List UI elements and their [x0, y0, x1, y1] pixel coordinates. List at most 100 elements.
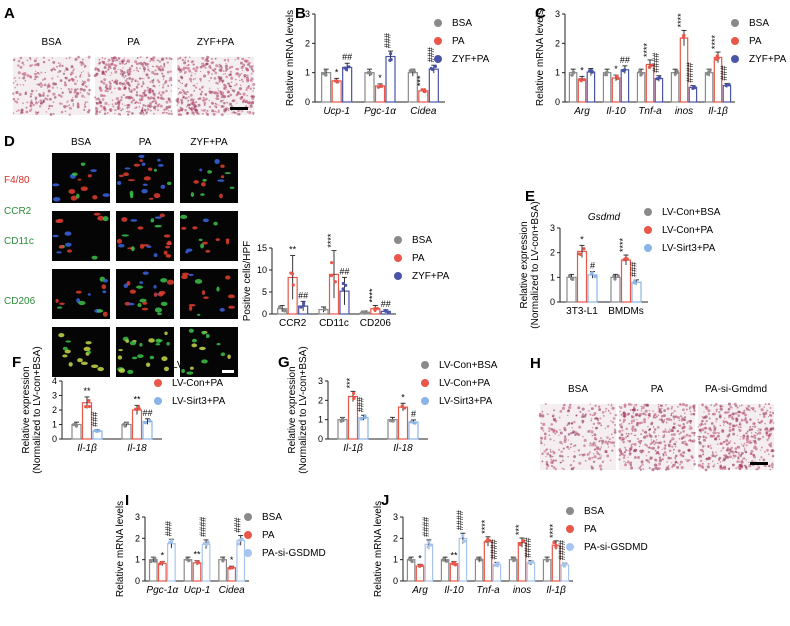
stained-dot	[688, 459, 691, 461]
stained-dot	[541, 414, 545, 418]
stained-dot	[683, 418, 686, 422]
stained-dot	[123, 86, 127, 90]
stained-dot	[657, 414, 660, 416]
x-tick-label: 3T3-L1	[566, 306, 598, 317]
stained-dot	[720, 449, 723, 452]
stained-dot	[728, 452, 731, 455]
stained-dot	[203, 74, 207, 78]
cell-dot	[157, 164, 164, 167]
stained-dot	[598, 408, 602, 412]
x-tick-label: Tnf-a	[476, 585, 500, 596]
stained-dot	[671, 445, 674, 448]
stained-dot	[731, 450, 735, 454]
data-point	[632, 281, 637, 285]
stained-dot	[550, 464, 554, 468]
stained-dot	[156, 79, 159, 82]
data-point	[290, 272, 295, 276]
stained-dot	[107, 60, 109, 63]
stained-dot	[99, 101, 103, 105]
stained-dot	[218, 65, 221, 68]
data-point	[521, 539, 526, 543]
legend-marker	[434, 55, 442, 63]
stained-dot	[728, 455, 732, 459]
stained-dot	[693, 434, 696, 437]
legend-marker	[731, 37, 739, 45]
stained-dot	[223, 59, 227, 62]
stained-dot	[558, 448, 560, 451]
stained-dot	[30, 59, 32, 61]
data-point	[74, 422, 78, 426]
stained-dot	[769, 406, 772, 409]
stained-dot	[736, 451, 738, 454]
stained-dot	[607, 403, 610, 406]
stained-dot	[638, 445, 641, 448]
stained-dot	[67, 88, 71, 91]
stained-dot	[245, 68, 249, 72]
stained-dot	[80, 61, 84, 64]
stained-dot	[737, 414, 741, 418]
stained-dot	[743, 464, 747, 467]
stained-dot	[34, 72, 37, 76]
stained-dot	[124, 79, 128, 82]
stained-dot	[38, 95, 41, 98]
stained-dot	[599, 437, 603, 440]
stained-dot	[86, 78, 90, 82]
stained-dot	[68, 57, 70, 60]
cell-dot	[91, 364, 99, 369]
stained-dot	[205, 111, 208, 114]
stained-dot	[127, 103, 131, 107]
stained-dot	[680, 465, 684, 470]
y-axis-label: Positive cells/HPF	[242, 241, 253, 322]
stained-dot	[630, 419, 634, 423]
stained-dot	[681, 425, 686, 430]
stained-dot	[81, 88, 84, 91]
stained-dot	[81, 82, 84, 85]
stained-dot	[188, 69, 192, 73]
stained-dot	[545, 448, 548, 452]
data-point	[527, 561, 531, 565]
stained-dot	[162, 78, 165, 80]
stained-dot	[84, 65, 87, 68]
stained-dot	[184, 84, 188, 88]
data-point	[441, 558, 445, 562]
stained-dot	[627, 449, 629, 452]
stained-dot	[699, 459, 703, 462]
stained-dot	[121, 82, 124, 86]
stained-dot	[178, 91, 182, 95]
stained-dot	[235, 67, 238, 70]
stained-dot	[759, 428, 762, 431]
stained-dot	[723, 411, 727, 414]
stained-dot	[142, 66, 146, 70]
x-tick-label: CD206	[360, 318, 392, 329]
stained-dot	[202, 112, 204, 115]
stained-dot	[223, 109, 227, 113]
data-point	[409, 420, 413, 424]
stained-dot	[739, 421, 741, 424]
stained-dot	[186, 111, 189, 115]
stained-dot	[120, 98, 123, 102]
stained-dot	[706, 465, 710, 469]
data-point	[196, 560, 200, 564]
stained-dot	[202, 96, 205, 99]
stained-dot	[739, 405, 741, 407]
cell-dot	[142, 183, 148, 186]
stained-dot	[108, 85, 112, 89]
stained-dot	[127, 113, 130, 116]
stained-dot	[639, 449, 643, 453]
data-point	[136, 405, 141, 409]
stained-dot	[42, 100, 45, 103]
stained-dot	[201, 56, 205, 60]
stained-dot	[114, 108, 117, 112]
stained-dot	[214, 57, 217, 60]
data-point	[324, 69, 328, 73]
data-point	[613, 277, 617, 281]
stained-dot	[130, 80, 133, 83]
stained-dot	[563, 440, 567, 444]
stained-dot	[613, 442, 615, 444]
stained-dot	[746, 430, 749, 433]
stained-dot	[652, 426, 655, 428]
stained-dot	[711, 451, 714, 453]
stained-dot	[768, 443, 770, 445]
stained-dot	[103, 106, 106, 109]
stained-dot	[197, 97, 200, 101]
